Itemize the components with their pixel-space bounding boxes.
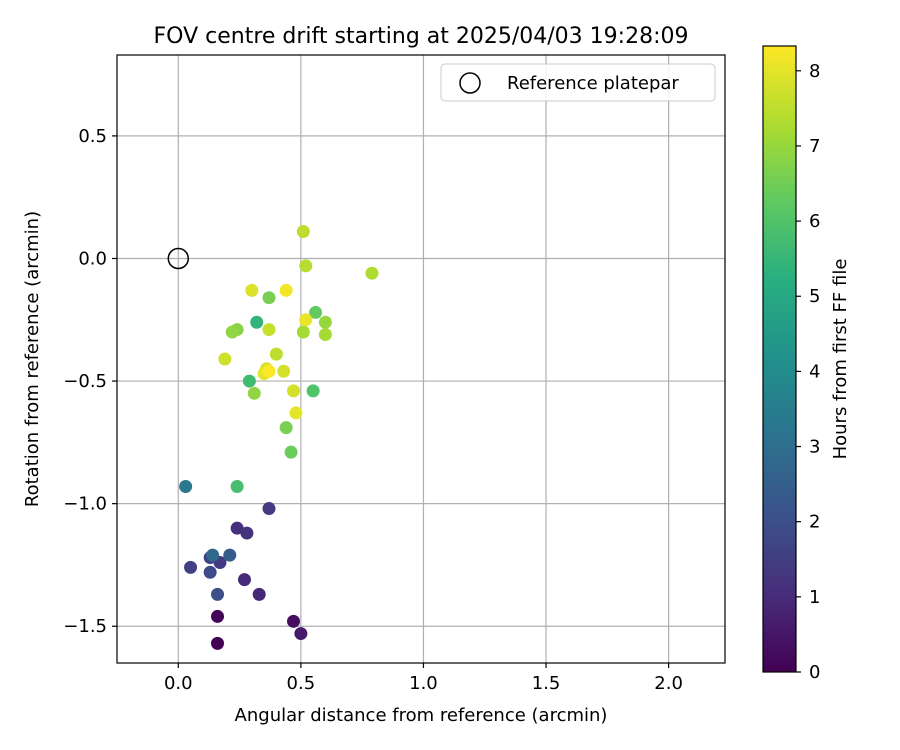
x-tick-label: 2.0 bbox=[654, 673, 683, 694]
x-axis-ticks: 0.0 0.5 1.0 1.5 2.0 bbox=[164, 663, 683, 694]
grid-lines bbox=[117, 55, 725, 663]
colorbar-gradient bbox=[762, 45, 797, 673]
colorbar-tick-label: 7 bbox=[809, 136, 820, 157]
chart-title: FOV centre drift starting at 2025/04/03 … bbox=[154, 24, 689, 49]
data-point bbox=[223, 548, 237, 562]
data-point bbox=[279, 283, 293, 297]
colorbar-tick-label: 0 bbox=[809, 662, 820, 683]
data-point bbox=[252, 587, 266, 601]
data-point bbox=[277, 364, 291, 378]
colorbar-tick-label: 1 bbox=[809, 587, 820, 608]
data-point bbox=[269, 347, 283, 361]
y-tick-label: −1.5 bbox=[63, 616, 107, 637]
data-points bbox=[179, 225, 379, 650]
colorbar: 0 1 2 3 4 5 6 7 8 Hours from first FF file bbox=[762, 45, 851, 683]
reference-marker-group bbox=[167, 247, 190, 270]
colorbar-label: Hours from first FF file bbox=[830, 259, 851, 460]
legend: Reference platepar bbox=[440, 63, 716, 102]
data-point bbox=[230, 521, 244, 535]
data-point bbox=[262, 364, 276, 378]
y-axis-label: Rotation from reference (arcmin) bbox=[22, 211, 43, 507]
data-point bbox=[225, 325, 239, 339]
data-point bbox=[230, 479, 244, 493]
data-point bbox=[306, 384, 320, 398]
data-point bbox=[318, 327, 332, 341]
colorbar-ticks: 0 1 2 3 4 5 6 7 8 bbox=[796, 61, 820, 683]
data-point bbox=[218, 352, 232, 366]
colorbar-tick-label: 4 bbox=[809, 361, 820, 382]
data-point bbox=[206, 548, 220, 562]
data-point bbox=[262, 291, 276, 305]
data-point bbox=[262, 323, 276, 337]
legend-label: Reference platepar bbox=[507, 73, 679, 94]
legend-box bbox=[440, 63, 716, 102]
data-point bbox=[240, 526, 254, 540]
data-point bbox=[247, 386, 261, 400]
legend-marker-icon bbox=[459, 72, 481, 94]
y-tick-label: −1.0 bbox=[63, 494, 107, 515]
data-point bbox=[184, 560, 198, 574]
data-point bbox=[211, 636, 225, 650]
x-tick-label: 1.5 bbox=[532, 673, 561, 694]
data-point bbox=[299, 313, 313, 327]
y-axis-ticks: 0.5 0.0 −0.5 −1.0 −1.5 bbox=[63, 126, 117, 637]
data-point bbox=[242, 374, 256, 388]
x-axis-label: Angular distance from reference (arcmin) bbox=[235, 705, 608, 726]
data-point bbox=[279, 421, 293, 435]
y-tick-label: 0.5 bbox=[78, 126, 107, 147]
data-point bbox=[245, 283, 259, 297]
data-point bbox=[287, 384, 301, 398]
plot-frame bbox=[116, 54, 726, 664]
data-point bbox=[287, 614, 301, 628]
reference-marker bbox=[167, 247, 190, 270]
data-point bbox=[294, 627, 308, 641]
x-tick-label: 1.0 bbox=[409, 673, 438, 694]
y-tick-label: −0.5 bbox=[63, 371, 107, 392]
x-tick-label: 0.5 bbox=[287, 673, 316, 694]
colorbar-tick-label: 6 bbox=[809, 211, 820, 232]
data-point bbox=[318, 315, 332, 329]
data-point bbox=[299, 259, 313, 273]
colorbar-tick-label: 8 bbox=[809, 61, 820, 82]
colorbar-tick-label: 5 bbox=[809, 286, 820, 307]
data-point bbox=[237, 573, 251, 587]
data-point bbox=[309, 305, 323, 319]
data-point bbox=[296, 325, 310, 339]
data-point bbox=[262, 502, 276, 516]
data-point bbox=[284, 445, 298, 459]
data-point bbox=[211, 587, 225, 601]
data-point bbox=[211, 609, 225, 623]
data-point bbox=[289, 406, 303, 420]
colorbar-tick-label: 2 bbox=[809, 512, 820, 533]
data-point bbox=[365, 266, 379, 280]
data-point bbox=[296, 225, 310, 239]
data-point bbox=[250, 315, 264, 329]
colorbar-tick-label: 3 bbox=[809, 437, 820, 458]
y-tick-label: 0.0 bbox=[78, 248, 107, 269]
x-tick-label: 0.0 bbox=[164, 673, 193, 694]
data-point bbox=[179, 479, 193, 493]
data-point bbox=[203, 565, 217, 579]
